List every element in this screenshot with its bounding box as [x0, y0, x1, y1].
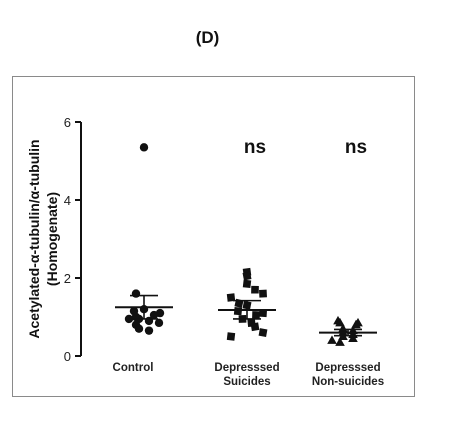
chart-frame: Acetylated-α-tubulin/α-tubulin (Homogena…: [12, 76, 415, 397]
scatter-chart: Acetylated-α-tubulin/α-tubulin (Homogena…: [26, 115, 385, 388]
data-point: [131, 289, 141, 298]
data-point: [144, 316, 154, 326]
data-point: [242, 271, 252, 281]
data-point: [242, 279, 252, 289]
data-point: [335, 317, 345, 327]
category-label: Suicides: [223, 376, 270, 388]
category-label: Depresssed: [214, 362, 279, 374]
data-point: [335, 337, 345, 346]
y-ticks: 0 2 4 6: [64, 115, 81, 364]
data-point: [233, 307, 243, 316]
data-point: [250, 322, 260, 332]
y-tick-label: 2: [64, 271, 71, 286]
category-label: Control: [113, 362, 154, 374]
data-point: [259, 289, 267, 298]
y-axis-label-line2: (Homogenate): [44, 192, 60, 286]
y-tick-label: 0: [64, 349, 71, 364]
data-point: [251, 285, 259, 294]
data-point: [348, 333, 358, 342]
category-label: Depresssed: [315, 362, 380, 374]
data-point: [134, 324, 144, 333]
data-point: [124, 314, 134, 324]
data-point: [258, 309, 268, 318]
y-tick-label: 4: [64, 193, 71, 208]
data-point: [144, 326, 154, 335]
panel-label: (D): [195, 28, 220, 47]
data-point: [139, 143, 149, 152]
data-point: [258, 328, 268, 338]
data-marks: ns ns: [115, 137, 377, 346]
y-tick-label: 6: [64, 115, 71, 130]
y-axis-label: Acetylated-α-tubulin/α-tubulin: [26, 139, 42, 338]
data-point: [226, 293, 236, 302]
data-point: [154, 318, 164, 328]
data-point: [226, 332, 236, 341]
data-point: [327, 335, 337, 344]
significance-label: ns: [244, 137, 266, 158]
category-label: Non-suicides: [312, 376, 384, 388]
data-point: [149, 310, 159, 320]
data-point: [252, 311, 260, 319]
data-point: [351, 319, 361, 329]
category-labels: Control Depresssed Suicides Depresssed Non-s…: [113, 362, 385, 388]
significance-label: ns: [345, 137, 367, 158]
